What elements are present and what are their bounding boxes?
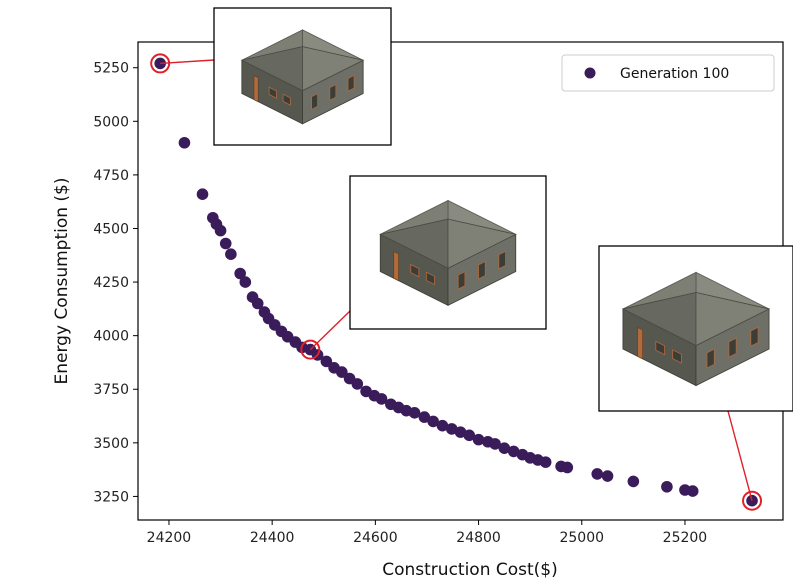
window [268,86,277,99]
y-tick-label: 4000 [93,329,129,345]
building-inset [598,245,793,412]
x-tick-label: 24800 [456,530,501,546]
window [410,263,420,278]
data-point [214,224,227,237]
data-point [436,419,449,432]
highlight-ring [150,53,171,74]
y-tick-label: 3250 [93,489,129,505]
highlight-ring [742,490,763,511]
data-point [507,445,520,458]
data-point [178,136,191,149]
legend-box [561,54,775,92]
building-inset [213,7,392,146]
data-point [539,456,552,468]
x-tick-label: 24600 [353,530,398,546]
window [457,271,466,290]
y-axis: 3250 3500 3750 4000 4250 4500 4750 5000 5250 [93,61,138,505]
legend-label-generation-100: Generation 100 [620,66,729,82]
data-point [472,433,485,446]
window [728,337,737,358]
y-tick-label: 4250 [93,275,129,291]
door [253,75,259,103]
window [425,271,435,286]
data-point [591,468,604,480]
data-point [196,188,209,200]
y-tick-label: 4500 [93,221,129,237]
window [347,74,355,92]
legend: Generation 100 [561,54,775,92]
window [478,260,486,280]
data-point [661,480,673,493]
data-point [463,429,476,442]
window [706,348,715,369]
roof-front-right [695,291,771,347]
data-point [239,276,252,288]
data-point [251,297,264,310]
data-point [336,366,348,378]
y-tick-label: 4750 [93,168,129,184]
y-tick-label: 5250 [93,61,129,77]
window [329,83,337,101]
window [672,349,682,364]
window [498,250,506,270]
roof-front-right [447,218,517,269]
data-point [427,415,439,428]
x-tick-label: 24200 [147,530,192,546]
y-tick-label: 3750 [93,382,129,398]
x-tick-label: 24400 [250,530,295,546]
window [750,326,759,347]
data-point [351,378,364,390]
x-tick-label: 25000 [559,530,604,546]
data-point [234,267,246,280]
x-axis: 24200 24400 24600 24800 25000 25200 [147,520,708,546]
highlight-ring [300,339,321,360]
window [282,93,291,106]
y-tick-label: 5000 [93,114,129,130]
data-point [489,438,501,450]
roof-front-right [302,46,365,92]
data-point [219,237,232,250]
data-point [225,248,237,261]
y-axis-label: Energy Consumption ($) [52,178,72,385]
data-point [320,355,333,368]
window [655,340,665,356]
building-inset [349,175,547,330]
legend-marker-generation-100 [584,67,596,79]
data-point [627,475,640,488]
data-point [375,393,388,405]
data-point [561,461,574,474]
window [311,93,319,110]
door [393,251,399,282]
data-point [454,426,467,438]
x-tick-label: 25200 [663,530,708,546]
building-insets [213,7,793,412]
data-point [686,485,699,497]
data-point [445,423,458,435]
data-point [746,494,758,507]
x-axis-label: Construction Cost($) [382,560,558,580]
callout-line [727,410,753,501]
highlight-rings [150,53,763,511]
data-point [408,407,421,419]
door [637,326,643,360]
y-tick-label: 3500 [93,436,129,452]
data-point [601,470,614,482]
data-points [154,57,758,507]
data-point [418,411,431,423]
data-point [498,442,511,454]
